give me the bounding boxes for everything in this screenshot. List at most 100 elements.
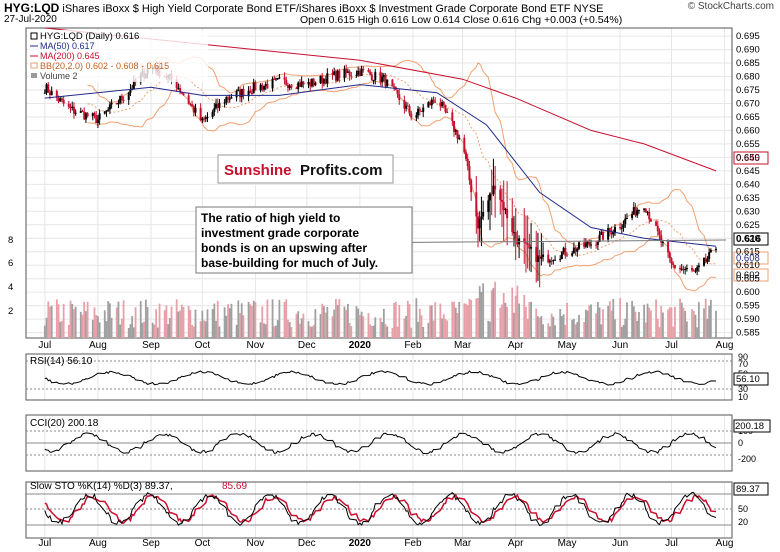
volume-bar [584,309,587,338]
volume-bar [382,308,385,338]
sto-y-tick: 20 [738,517,748,527]
volume-bar [549,326,551,338]
price-y-tick: 0.670 [736,98,760,109]
price-bar-body [213,108,216,112]
price-bar-body [564,247,567,256]
volume-bar [139,301,142,338]
rsi-y-tick: 90 [738,352,748,362]
price-bar-body [69,106,72,109]
price-bar-body [415,115,418,118]
volume-bar [335,299,337,338]
price-bar-body [225,97,228,103]
price-bar-body [434,101,437,103]
volume-bar [691,309,693,338]
volume-bar [574,324,577,338]
price-bar-body [588,241,591,246]
volume-bar [182,306,185,338]
volume-bar [131,316,134,338]
volume-bar [215,320,217,338]
volume-bar [682,307,685,338]
volume-bar [338,299,341,338]
volume-bar [643,304,645,338]
price-bar-body [115,102,118,105]
volume-bar [151,322,154,338]
volume-bar [134,307,137,338]
volume-y-tick: 8 [8,235,13,246]
rsi-line [44,370,717,386]
price-bar-body [406,105,409,107]
volume-bar [324,312,327,338]
price-bar-body [355,74,358,76]
annotation-line-1: The ratio of high yield to [201,211,340,225]
price-bar-body [480,216,483,219]
volume-bar [590,304,592,338]
price-bar-body [670,258,673,264]
price-bar-body [673,265,676,269]
price-bar-body [237,89,240,92]
volume-bar [103,310,106,338]
price-bar-body [706,259,709,262]
volume-bar [571,319,574,338]
price-bar-body [338,70,341,79]
annotation-line-2: investment grade corporate [201,226,359,240]
price-bar-body [362,68,365,71]
volume-bar [446,320,449,338]
price-bar-body [370,74,373,81]
price-bar-body [500,199,503,202]
volume-bar [513,312,515,338]
price-bar-body [492,185,495,194]
price-bar-body [441,102,444,107]
volume-bar [480,291,483,338]
volume-bar [115,307,118,338]
price-bar-body [560,252,563,260]
price-bar-body [613,227,616,233]
cci-y-tick: -200 [738,454,756,464]
price-bar-body [636,210,639,216]
rsi-value-tag: 56.10 [736,374,760,385]
volume-bar [360,311,363,338]
x-tick-label: Aug [716,538,734,549]
x-tick-label: Jul [665,340,678,351]
volume-bar [514,295,517,338]
volume-bar [487,320,490,338]
price-bar-body [660,235,663,243]
price-bar-body [458,137,461,139]
volume-bar [343,306,346,338]
volume-bar [105,321,108,338]
price-bar-body [547,254,550,263]
x-tick-label: Jul [38,340,51,351]
volume-bar [141,322,144,338]
volume-bar [453,301,455,338]
price-bar-body [242,88,245,97]
volume-y-tick: 4 [8,282,13,293]
chart-date: 27-Jul-2020 [4,14,57,25]
volume-bar [86,301,89,338]
price-bar-body [120,95,123,100]
price-bar-body [48,92,51,96]
sto-panel-frame [25,481,733,539]
price-bar-body [685,268,688,270]
price-bar-body [511,218,514,233]
volume-bar [331,316,334,338]
volume-bar [355,306,358,338]
price-bar-body [506,208,509,219]
price-bar-body [326,73,329,84]
volume-bar [442,314,445,338]
volume-bar [117,301,120,338]
price-y-tick: 0.675 [736,85,760,96]
volume-bar [85,311,87,338]
volume-bar [302,313,305,338]
price-bar-body [524,242,527,244]
volume-bar [684,310,687,338]
price-bar-body [384,74,387,87]
price-y-tick: 0.680 [736,72,760,83]
volume-bar [504,302,507,338]
legend-ma50: MA(50) 0.617 [40,41,95,51]
volume-bar [502,293,505,338]
volume-bar [644,322,647,338]
volume-bar [482,283,485,338]
price-bar-body [230,97,233,99]
sto-tag-box [733,482,769,496]
price-bar-body [204,117,207,120]
